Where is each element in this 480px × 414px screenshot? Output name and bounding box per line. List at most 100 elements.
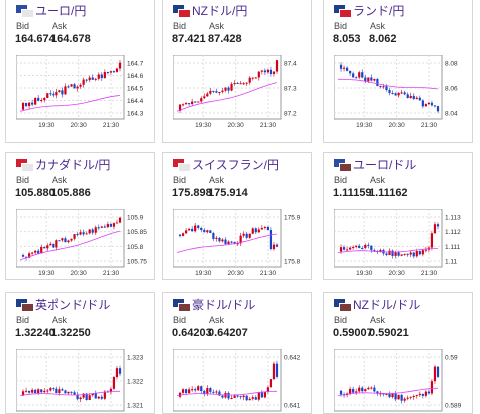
moving-average-line xyxy=(337,387,439,396)
currency-pair-name[interactable]: NZドル/円 xyxy=(192,3,248,18)
candle xyxy=(46,245,49,249)
currency-card[interactable]: NZドル/円 Bid 87.421 Ask 87.428 87.4 87.3 87.2 19:3… xyxy=(162,0,312,143)
candle xyxy=(61,238,64,241)
candle xyxy=(73,234,76,239)
candle xyxy=(269,69,273,75)
candle xyxy=(403,92,406,95)
candle xyxy=(52,93,55,96)
candle xyxy=(58,240,61,242)
card-title[interactable]: NZドル/ドル xyxy=(334,294,420,314)
currency-card[interactable]: 英ポンド/ドル Bid 1.32240 Ask 1.32250 1.323 1.322 1.3… xyxy=(5,292,155,414)
card-title[interactable]: カナダドル/円 xyxy=(16,154,110,174)
currency-pair-name[interactable]: 豪ドル/ドル xyxy=(192,297,256,312)
currency-flag-icon xyxy=(16,298,34,312)
currency-card[interactable]: NZドル/ドル Bid 0.59007 Ask 0.59021 0.59 0.589 xyxy=(323,292,473,414)
candle xyxy=(260,70,263,72)
candle xyxy=(367,387,370,390)
candle xyxy=(46,390,49,392)
currency-card[interactable]: ランド/円 Bid 8.053 Ask 8.062 8.08 8.06 8.04 19:30 20… xyxy=(323,0,473,143)
candle xyxy=(254,397,257,400)
candle xyxy=(370,387,373,389)
candle xyxy=(224,87,227,91)
candle xyxy=(263,70,266,73)
currency-card[interactable]: 豪ドル/ドル Bid 0.64203 Ask 0.64207 0.642 0.641 xyxy=(162,292,312,414)
candle xyxy=(181,233,185,236)
currency-flag-icon xyxy=(334,158,352,172)
x-tick-label: 20:30 xyxy=(70,270,87,277)
candle xyxy=(49,93,52,95)
candle xyxy=(200,386,203,392)
card-title[interactable]: 豪ドル/ドル xyxy=(173,294,255,314)
candle xyxy=(49,388,52,391)
currency-pair-name[interactable]: NZドル/ドル xyxy=(353,297,421,312)
candle xyxy=(97,396,100,399)
candle xyxy=(85,233,88,235)
currency-pair-name[interactable]: カナダドル/円 xyxy=(35,157,111,172)
y-tick-label: 0.589 xyxy=(445,403,462,410)
candle xyxy=(206,93,209,97)
ask-value: 87.428 xyxy=(208,33,242,45)
candle xyxy=(342,67,346,69)
candle xyxy=(352,388,355,393)
candle xyxy=(70,84,73,87)
currency-pair-name[interactable]: 英ポンド/ドル xyxy=(35,297,111,312)
candle xyxy=(206,230,209,233)
ask-label: Ask xyxy=(370,21,386,31)
chart-frame xyxy=(173,349,282,412)
currency-flag-icon xyxy=(173,298,191,312)
candle xyxy=(433,105,437,107)
currency-card[interactable]: スイスフラン/円 Bid 175.898 Ask 175.914 175.9 175.8 19… xyxy=(162,152,312,280)
currency-pair-name[interactable]: スイスフラン/円 xyxy=(192,157,279,172)
candle xyxy=(397,394,400,400)
card-title[interactable]: 英ポンド/ドル xyxy=(16,294,110,314)
candle xyxy=(355,245,358,247)
price-chart: 8.08 8.06 8.04 19:30 20:30 21:30 xyxy=(334,55,458,129)
candle xyxy=(263,391,266,398)
candle xyxy=(100,74,103,79)
candle xyxy=(379,86,382,88)
bid-label: Bid xyxy=(173,175,187,185)
candle xyxy=(242,395,245,398)
candle xyxy=(24,256,28,258)
candle xyxy=(61,90,64,95)
candle xyxy=(364,389,367,392)
card-title[interactable]: ユーロ/円 xyxy=(16,0,86,20)
candle xyxy=(197,225,200,228)
candle xyxy=(212,391,215,393)
candle xyxy=(239,396,242,398)
candle xyxy=(409,252,412,255)
currency-pair-name[interactable]: ランド/円 xyxy=(353,3,405,18)
bid-label: Bid xyxy=(173,21,187,31)
candle xyxy=(197,101,200,103)
candle xyxy=(91,77,94,80)
x-tick-label: 21:30 xyxy=(103,122,120,129)
currency-pair-name[interactable]: ユーロ/円 xyxy=(35,3,87,18)
candle xyxy=(118,368,122,374)
candle xyxy=(227,392,230,399)
candle xyxy=(367,77,370,82)
card-title[interactable]: ユーロ/ドル xyxy=(334,154,416,174)
candle xyxy=(236,82,239,84)
currency-card[interactable]: カナダドル/円 Bid 105.880 Ask 105.886 105.9 105.85 10… xyxy=(5,152,155,280)
candle xyxy=(40,246,43,254)
card-title[interactable]: NZドル/円 xyxy=(173,0,247,20)
candle xyxy=(415,251,418,257)
candle xyxy=(184,389,188,394)
currency-flag-icon xyxy=(16,158,34,172)
currency-card[interactable]: ユーロ/ドル Bid 1.11159 Ask 1.11162 1.113 1.112 1.11… xyxy=(323,152,473,280)
candle xyxy=(209,90,212,94)
currency-card[interactable]: ユーロ/円 Bid 164.674 Ask 164.678 164.7 164.6 164.5… xyxy=(5,0,155,143)
moving-average-line xyxy=(338,78,439,90)
candle xyxy=(181,389,185,393)
card-title[interactable]: スイスフラン/円 xyxy=(173,154,279,174)
candle xyxy=(200,98,203,102)
candle xyxy=(194,101,197,103)
currency-pair-name[interactable]: ユーロ/ドル xyxy=(353,157,417,172)
candle xyxy=(424,249,427,251)
candle xyxy=(400,254,403,256)
y-tick-label: 105.75 xyxy=(127,259,147,266)
candle xyxy=(194,389,197,391)
candle xyxy=(382,393,385,395)
card-title[interactable]: ランド/円 xyxy=(334,0,404,20)
candle xyxy=(224,239,227,245)
